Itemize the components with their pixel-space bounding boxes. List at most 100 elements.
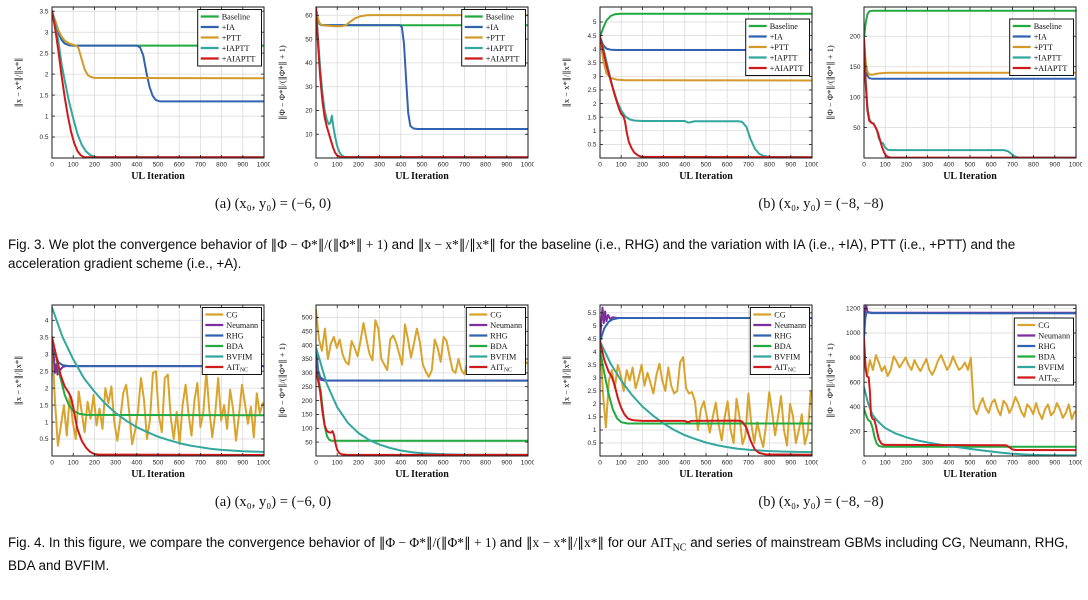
svg-text:500: 500	[965, 162, 976, 169]
svg-text:200: 200	[901, 162, 912, 169]
svg-text:0: 0	[314, 459, 318, 466]
series-group	[864, 304, 1076, 456]
fig4-caption-math2: ∥x − x*∥/∥x*∥	[525, 534, 605, 550]
svg-text:300: 300	[374, 162, 385, 169]
svg-text:CG: CG	[226, 310, 237, 319]
svg-text:150: 150	[302, 411, 313, 418]
fig4-plot-a-phi-error: 0 100 200 300 400 500 600 700 800 900 1000 50 100 150…	[276, 299, 536, 492]
svg-text:0: 0	[50, 162, 54, 169]
y-axis-label: ∥Φ − Φ*∥/(∥Φ*∥ + 1)	[277, 45, 287, 120]
svg-text:0: 0	[598, 162, 602, 169]
svg-text:700: 700	[195, 459, 206, 466]
series-group	[52, 10, 264, 158]
y-tick-labels: 0.5 1 1.5 2 2.5 3 3.5 4 4.5 5 5.5	[587, 310, 596, 447]
svg-text:2.5: 2.5	[39, 368, 48, 375]
svg-text:500: 500	[965, 459, 976, 466]
svg-text:BDA: BDA	[774, 342, 791, 351]
y-axis-label: ∥x − x*∥/∥x*∥	[13, 58, 23, 108]
series-AITNC	[316, 369, 528, 456]
svg-text:0.5: 0.5	[587, 142, 596, 149]
svg-text:400: 400	[679, 459, 690, 466]
series-Baseline	[600, 12, 812, 38]
svg-text:900: 900	[501, 162, 512, 169]
series-+AIAPTT	[864, 37, 1076, 158]
fig3-caption-math2: ∥x − x*∥/∥x*∥	[417, 237, 496, 252]
y-tick-labels: 50 100 150 200 250 300 350 400 450 500	[302, 315, 313, 447]
svg-text:250: 250	[302, 384, 313, 391]
x-tick-labels: 0 100 200 300 400 500 600 700 800 900 1000	[314, 162, 535, 169]
svg-text:350: 350	[302, 356, 313, 363]
series-Neumann	[600, 306, 812, 343]
svg-text:700: 700	[1007, 162, 1018, 169]
svg-text:5: 5	[593, 323, 597, 330]
svg-text:1000: 1000	[1069, 459, 1082, 466]
fig4-caption-math1: ∥Φ − Φ*∥/(∥Φ*∥ + 1)	[378, 534, 497, 550]
series-BDA	[864, 407, 1076, 448]
svg-text:20: 20	[305, 108, 313, 115]
svg-text:1000: 1000	[521, 459, 534, 466]
x-tick-labels: 0 100 200 300 400 500 600 700 800 900 1000	[862, 162, 1083, 169]
svg-text:RHG: RHG	[490, 331, 507, 340]
svg-text:100: 100	[68, 162, 79, 169]
fig3-caption-and: and	[387, 237, 418, 252]
fig4-caption-text: Fig. 4. In this figure, we compare the c…	[8, 534, 379, 550]
svg-text:500: 500	[153, 459, 164, 466]
svg-text:1000: 1000	[846, 330, 861, 337]
x-axis-label: UL Iteration	[679, 171, 733, 182]
svg-text:900: 900	[237, 459, 248, 466]
series-+PTT	[316, 7, 528, 28]
y-axis-label: ∥Φ − Φ*∥/(∥Φ*∥ + 1)	[277, 343, 287, 418]
line-chart: 0 100 200 300 400 500 600 700 800 900 1000 50 100 150…	[825, 6, 1084, 182]
svg-text:600: 600	[986, 162, 997, 169]
svg-text:AITNC: AITNC	[490, 363, 512, 374]
y-axis-label: ∥Φ − Φ*∥/(∥Φ*∥ + 1)	[825, 343, 835, 418]
svg-text:3: 3	[593, 74, 597, 81]
svg-text:300: 300	[110, 162, 121, 169]
svg-text:100: 100	[616, 162, 627, 169]
svg-text:1.5: 1.5	[587, 114, 596, 121]
svg-text:400: 400	[131, 162, 142, 169]
svg-text:30: 30	[305, 84, 313, 91]
svg-text:3.5: 3.5	[587, 60, 596, 67]
svg-text:50: 50	[305, 36, 313, 43]
series-CG	[52, 339, 264, 447]
series-AITNC	[864, 336, 1076, 451]
svg-text:3.5: 3.5	[587, 362, 596, 369]
svg-text:300: 300	[302, 370, 313, 377]
svg-text:700: 700	[459, 162, 470, 169]
svg-text:1: 1	[45, 113, 49, 120]
svg-text:CG: CG	[490, 310, 501, 319]
svg-text:800: 800	[1028, 459, 1039, 466]
axes-box	[51, 304, 265, 457]
svg-text:3: 3	[45, 351, 49, 358]
y-tick-labels: 0.5 1 1.5 2 2.5 3 3.5	[39, 8, 48, 141]
axes-box	[599, 6, 813, 159]
svg-text:100: 100	[880, 459, 891, 466]
svg-text:3.5: 3.5	[39, 8, 48, 15]
svg-text:2: 2	[45, 71, 49, 78]
svg-text:900: 900	[785, 459, 796, 466]
axes-box	[599, 304, 813, 457]
svg-text:100: 100	[332, 162, 343, 169]
svg-text:500: 500	[701, 162, 712, 169]
svg-text:+PTT: +PTT	[1034, 43, 1053, 52]
svg-text:2.5: 2.5	[587, 87, 596, 94]
svg-text:3: 3	[593, 375, 597, 382]
fig4-caption-ait: AITNC	[650, 535, 686, 554]
axes-box	[315, 304, 529, 457]
svg-text:Baseline: Baseline	[770, 22, 799, 31]
svg-text:Neumann: Neumann	[226, 321, 258, 330]
x-axis-label: UL Iteration	[131, 469, 185, 480]
legend: Baseline +IA+PTT +IAPTT+AIAPTT	[197, 9, 262, 67]
x-tick-labels: 0 100 200 300 400 500 600 700 800 900 1000	[598, 459, 819, 466]
svg-text:10: 10	[305, 131, 313, 138]
svg-text:700: 700	[195, 162, 206, 169]
fig4-plot-a-x-error: 0 100 200 300 400 500 600 700 800 900 1000 0.5 1 1.5 2…	[12, 299, 272, 492]
svg-text:500: 500	[417, 162, 428, 169]
series-CG	[600, 340, 812, 448]
svg-text:CG: CG	[1038, 321, 1049, 330]
svg-text:BDA: BDA	[490, 342, 507, 351]
svg-text:800: 800	[850, 355, 861, 362]
svg-text:RHG: RHG	[226, 331, 243, 340]
svg-text:700: 700	[743, 162, 754, 169]
